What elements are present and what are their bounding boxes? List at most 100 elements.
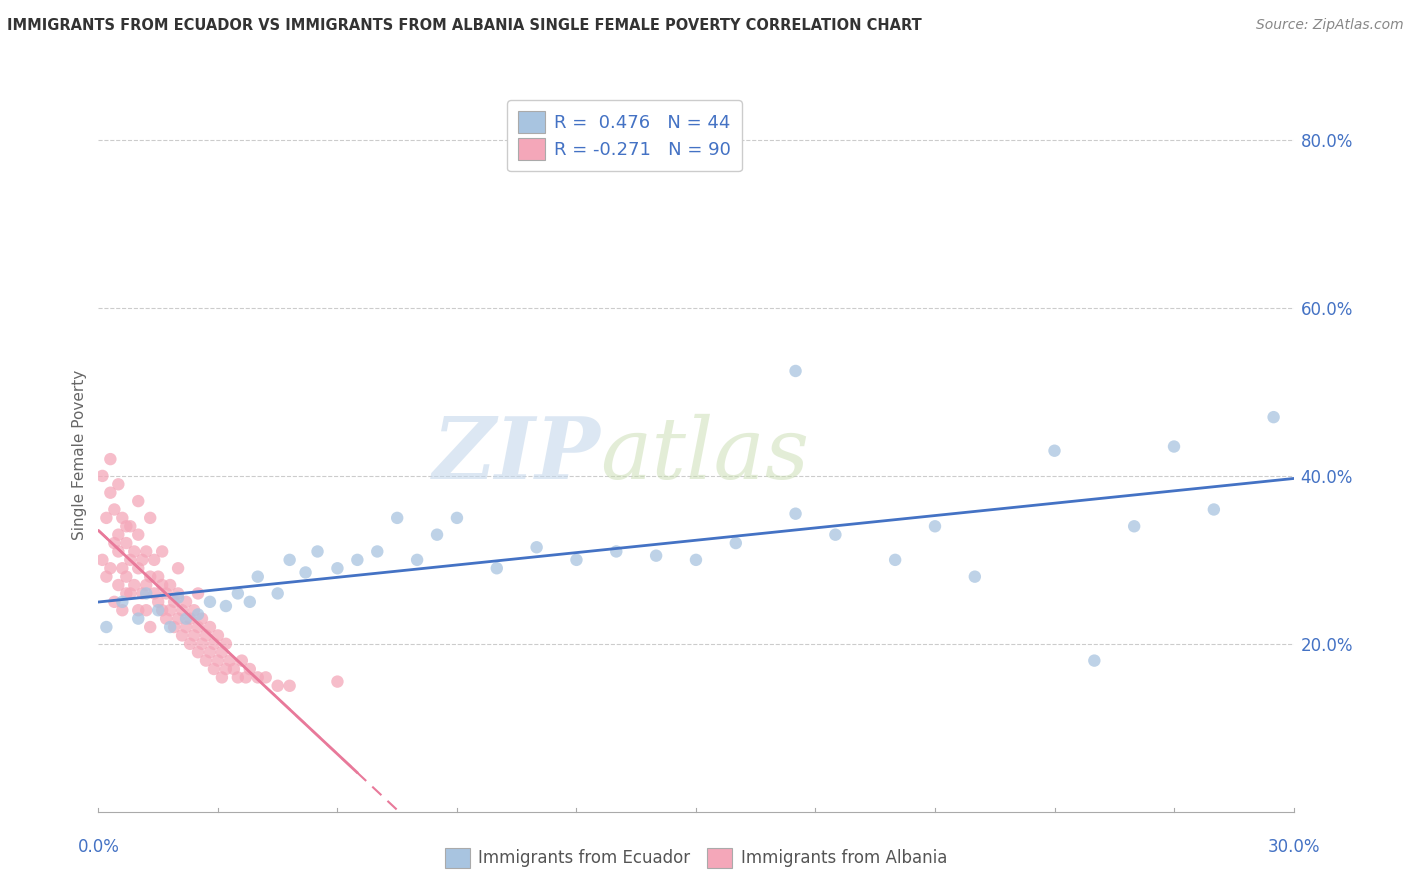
- Point: [115, 536, 138, 550]
- Point: [565, 553, 588, 567]
- Point: [785, 364, 807, 378]
- Point: [167, 591, 190, 605]
- Point: [246, 569, 269, 583]
- Point: [278, 553, 301, 567]
- Point: [267, 586, 290, 600]
- Point: [307, 544, 329, 558]
- Point: [103, 502, 125, 516]
- Point: [406, 553, 429, 567]
- Point: [163, 620, 186, 634]
- Point: [91, 469, 114, 483]
- Point: [111, 511, 134, 525]
- Point: [120, 553, 142, 567]
- Point: [103, 536, 125, 550]
- Point: [198, 645, 221, 659]
- Point: [187, 586, 209, 600]
- Point: [115, 519, 138, 533]
- Point: [239, 595, 262, 609]
- Point: [326, 561, 349, 575]
- Point: [1202, 502, 1225, 516]
- Point: [1043, 443, 1066, 458]
- Point: [485, 561, 508, 575]
- Text: ZIP: ZIP: [433, 413, 600, 497]
- Text: atlas: atlas: [600, 414, 810, 496]
- Point: [111, 595, 134, 609]
- Point: [107, 527, 129, 541]
- Point: [446, 511, 468, 525]
- Point: [150, 578, 173, 592]
- Point: [645, 549, 668, 563]
- Point: [267, 679, 290, 693]
- Text: 0.0%: 0.0%: [77, 838, 120, 855]
- Point: [1123, 519, 1146, 533]
- Point: [131, 553, 153, 567]
- Point: [231, 654, 253, 668]
- Point: [100, 485, 122, 500]
- Point: [226, 670, 249, 684]
- Y-axis label: Single Female Poverty: Single Female Poverty: [72, 370, 87, 540]
- Point: [963, 569, 986, 583]
- Point: [235, 670, 257, 684]
- Point: [724, 536, 747, 550]
- Point: [172, 628, 194, 642]
- Point: [167, 586, 190, 600]
- Point: [111, 603, 134, 617]
- Point: [294, 566, 316, 580]
- Point: [226, 586, 249, 600]
- Point: [326, 674, 349, 689]
- Point: [215, 662, 238, 676]
- Point: [127, 527, 149, 541]
- Point: [91, 553, 114, 567]
- Point: [785, 507, 807, 521]
- Point: [187, 645, 209, 659]
- Point: [183, 628, 205, 642]
- Point: [150, 603, 173, 617]
- Point: [211, 670, 233, 684]
- Point: [195, 654, 218, 668]
- Legend: Immigrants from Ecuador, Immigrants from Albania: Immigrants from Ecuador, Immigrants from…: [439, 841, 953, 875]
- Point: [107, 477, 129, 491]
- Point: [278, 679, 301, 693]
- Point: [215, 637, 238, 651]
- Point: [174, 612, 197, 626]
- Point: [139, 511, 162, 525]
- Point: [135, 586, 157, 600]
- Point: [1263, 410, 1285, 425]
- Point: [172, 603, 194, 617]
- Point: [346, 553, 368, 567]
- Point: [239, 662, 262, 676]
- Point: [103, 595, 125, 609]
- Point: [211, 645, 233, 659]
- Point: [924, 519, 946, 533]
- Point: [148, 569, 170, 583]
- Point: [159, 603, 181, 617]
- Point: [135, 603, 157, 617]
- Point: [526, 541, 548, 555]
- Point: [124, 544, 146, 558]
- Point: [96, 569, 118, 583]
- Point: [155, 612, 177, 626]
- Point: [202, 637, 225, 651]
- Point: [148, 595, 170, 609]
- Point: [207, 628, 229, 642]
- Point: [183, 603, 205, 617]
- Point: [1163, 440, 1185, 454]
- Point: [127, 561, 149, 575]
- Point: [366, 544, 388, 558]
- Point: [385, 511, 409, 525]
- Point: [174, 620, 197, 634]
- Point: [159, 620, 181, 634]
- Point: [685, 553, 707, 567]
- Point: [167, 561, 190, 575]
- Point: [254, 670, 277, 684]
- Point: [107, 544, 129, 558]
- Point: [195, 628, 218, 642]
- Point: [143, 586, 166, 600]
- Point: [150, 544, 173, 558]
- Text: IMMIGRANTS FROM ECUADOR VS IMMIGRANTS FROM ALBANIA SINGLE FEMALE POVERTY CORRELA: IMMIGRANTS FROM ECUADOR VS IMMIGRANTS FR…: [7, 18, 922, 33]
- Text: 30.0%: 30.0%: [1267, 838, 1320, 855]
- Point: [191, 637, 214, 651]
- Point: [198, 595, 221, 609]
- Point: [198, 620, 221, 634]
- Point: [120, 586, 142, 600]
